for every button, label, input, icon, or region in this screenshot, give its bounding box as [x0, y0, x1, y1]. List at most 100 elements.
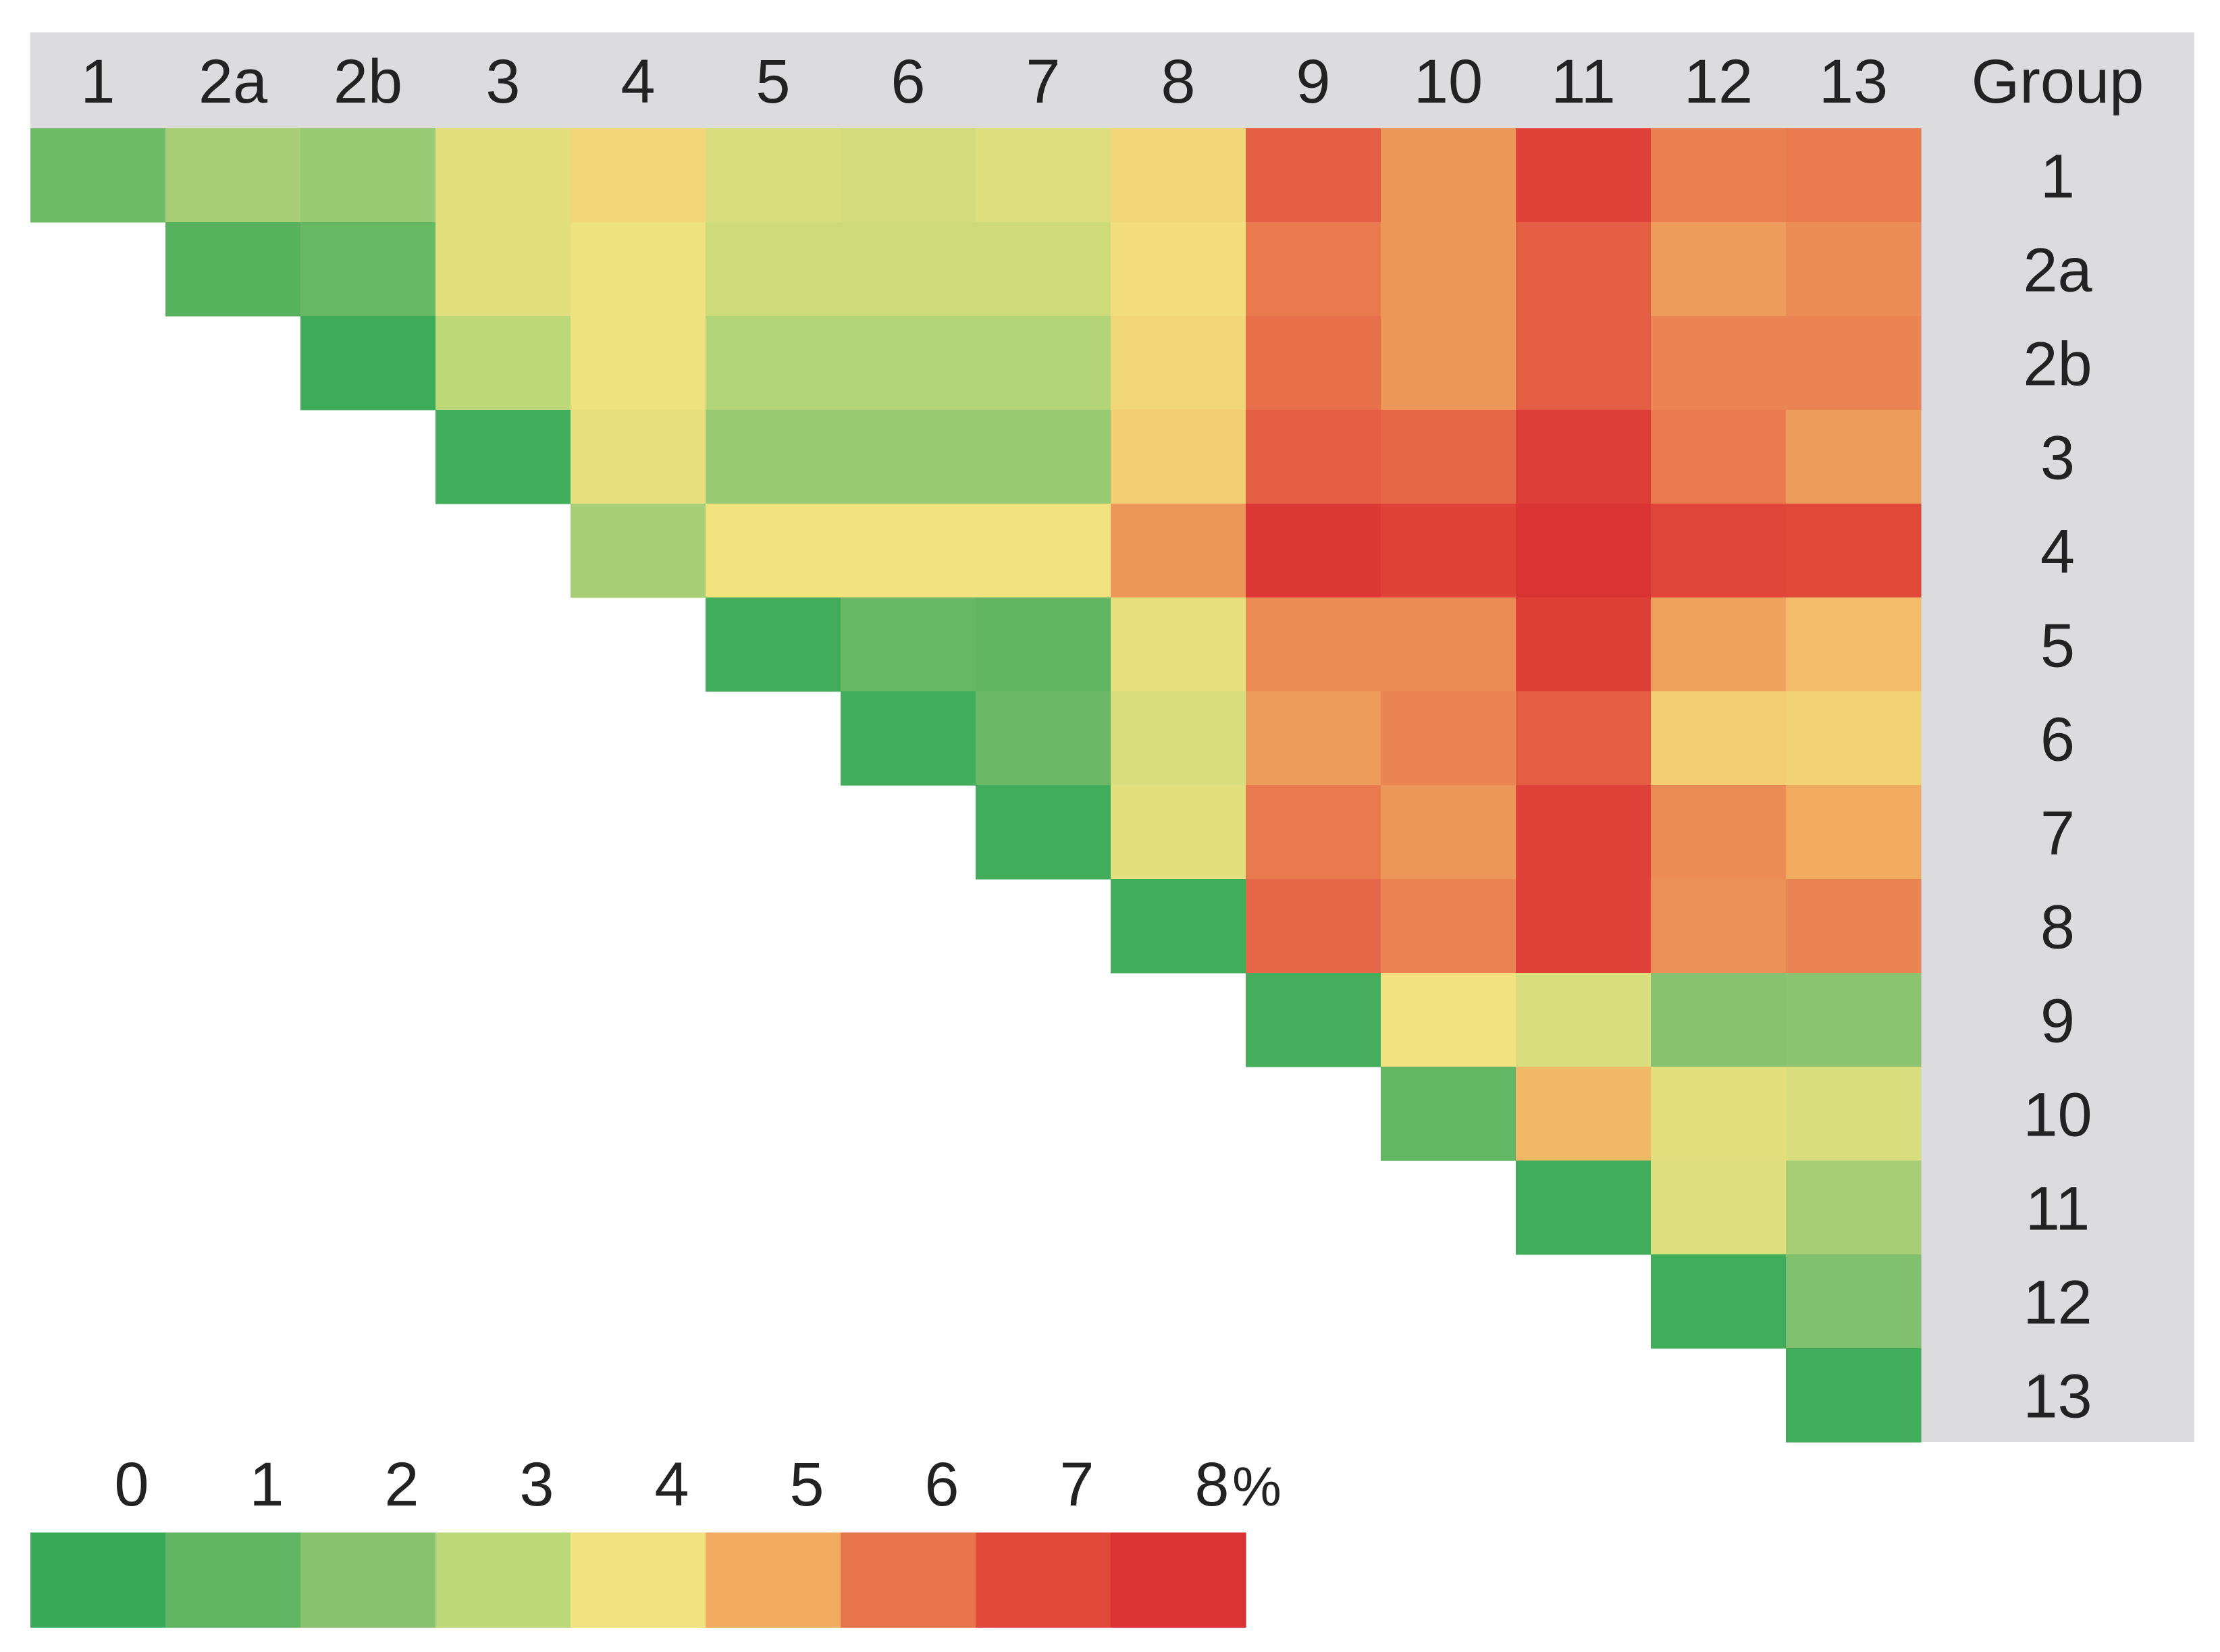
heatmap-cell-2a-4 [571, 222, 706, 317]
heatmap-cell-2b-7 [976, 316, 1111, 410]
heatmap-cell-12-12 [1651, 1254, 1787, 1349]
legend-tick-6: 6 [924, 1450, 959, 1519]
heatmap-cell-3-6 [841, 410, 976, 504]
legend-swatch-1 [165, 1533, 301, 1628]
heatmap-cell-2a-5 [706, 222, 841, 317]
heatmap-cell-5-5 [706, 597, 841, 692]
heatmap-cell-5-10 [1381, 597, 1516, 692]
row-label-5: 5 [2040, 612, 2075, 681]
heatmap-cell-6-10 [1381, 691, 1516, 786]
heatmap-cell-1-12 [1651, 128, 1787, 223]
heatmap-cell-1-1 [30, 128, 166, 223]
heatmap-cell-9-11 [1516, 973, 1651, 1067]
heatmap-cell-4-11 [1516, 504, 1651, 598]
heatmap-cell-1-2a [165, 128, 301, 223]
heatmap-cell-3-12 [1651, 410, 1787, 504]
column-label-10: 10 [1414, 47, 1483, 116]
heatmap-cell-9-13 [1786, 973, 1922, 1067]
heatmap-cell-1-8 [1111, 128, 1246, 223]
heatmap-cell-4-7 [976, 504, 1111, 598]
heatmap-cell-3-7 [976, 410, 1111, 504]
heatmap-cell-2b-11 [1516, 316, 1651, 410]
column-label-9: 9 [1296, 47, 1330, 116]
heatmap-cell-8-9 [1246, 879, 1381, 974]
legend-swatch-3 [435, 1533, 571, 1628]
column-label-2b: 2b [334, 47, 402, 116]
heatmap-cell-8-11 [1516, 879, 1651, 974]
heatmap-cell-11-11 [1516, 1161, 1651, 1255]
row-label-7: 7 [2040, 799, 2075, 868]
heatmap-cell-4-9 [1246, 504, 1381, 598]
column-label-1: 1 [80, 47, 115, 116]
heatmap-cell-2a-8 [1111, 222, 1246, 317]
heatmap-cell-8-8 [1111, 879, 1246, 974]
heatmap-cell-2a-3 [435, 222, 571, 317]
heatmap-cell-2a-7 [976, 222, 1111, 317]
row-label-1: 1 [2040, 142, 2075, 211]
legend-tick-3: 3 [519, 1450, 554, 1519]
heatmap-cell-9-12 [1651, 973, 1787, 1067]
column-label-6: 6 [891, 47, 925, 116]
heatmap-cell-6-13 [1786, 691, 1922, 786]
group-header-label: Group [1972, 47, 2144, 116]
heatmap-cell-3-10 [1381, 410, 1516, 504]
heatmap-cell-1-6 [841, 128, 976, 223]
row-label-12: 12 [2023, 1269, 2092, 1337]
heatmap-cell-1-10 [1381, 128, 1516, 223]
heatmap-cell-1-2b [300, 128, 436, 223]
row-label-9: 9 [2040, 987, 2075, 1056]
column-label-11: 11 [1551, 47, 1616, 116]
row-header-band [1921, 128, 2194, 1442]
heatmap-cell-2a-9 [1246, 222, 1381, 317]
heatmap-cell-4-13 [1786, 504, 1922, 598]
heatmap-cell-4-10 [1381, 504, 1516, 598]
column-label-7: 7 [1026, 47, 1060, 116]
heatmap-cell-7-11 [1516, 785, 1651, 880]
heatmap-cell-3-13 [1786, 410, 1922, 504]
column-label-4: 4 [620, 47, 655, 116]
legend-swatch-8 [1111, 1533, 1246, 1628]
heatmap-cell-1-7 [976, 128, 1111, 223]
heatmap-cell-2a-6 [841, 222, 976, 317]
heatmap-cell-9-10 [1381, 973, 1516, 1067]
heatmap-cell-6-9 [1246, 691, 1381, 786]
row-label-11: 11 [2026, 1175, 2090, 1244]
heatmap-cell-4-4 [571, 504, 706, 598]
legend-swatch-7 [976, 1533, 1111, 1628]
heatmap-cell-2b-4 [571, 316, 706, 410]
row-label-13: 13 [2023, 1362, 2092, 1431]
legend-tick-4: 4 [654, 1450, 689, 1519]
heatmap-cell-2b-13 [1786, 316, 1922, 410]
row-label-3: 3 [2040, 424, 2075, 493]
heatmap-cell-7-12 [1651, 785, 1787, 880]
column-label-5: 5 [756, 47, 790, 116]
row-label-2a: 2a [2023, 236, 2092, 305]
heatmap-cell-10-13 [1786, 1067, 1922, 1161]
heatmap-cell-2a-2a [165, 222, 301, 317]
legend-tick-0: 0 [114, 1450, 149, 1519]
heatmap-cell-5-6 [841, 597, 976, 692]
heatmap-cell-3-4 [571, 410, 706, 504]
row-label-6: 6 [2040, 705, 2075, 774]
row-label-2b: 2b [2023, 330, 2092, 399]
heatmap-cell-4-8 [1111, 504, 1246, 598]
column-label-8: 8 [1161, 47, 1195, 116]
heatmap-cell-5-13 [1786, 597, 1922, 692]
heatmap-cell-3-8 [1111, 410, 1246, 504]
heatmap-cell-2a-10 [1381, 222, 1516, 317]
heatmap-cell-11-12 [1651, 1161, 1787, 1255]
heatmap-cell-3-11 [1516, 410, 1651, 504]
column-label-12: 12 [1684, 47, 1753, 116]
legend-swatch-0 [30, 1533, 166, 1628]
heatmap-cell-11-13 [1786, 1161, 1922, 1255]
legend-swatch-6 [841, 1533, 976, 1628]
heatmap-cell-6-7 [976, 691, 1111, 786]
column-label-13: 13 [1819, 47, 1888, 116]
heatmap-cell-10-12 [1651, 1067, 1787, 1161]
column-header-band [30, 32, 2194, 128]
row-label-8: 8 [2040, 893, 2075, 962]
heatmap-cell-4-6 [841, 504, 976, 598]
heatmap-cell-3-5 [706, 410, 841, 504]
heatmap-cell-1-13 [1786, 128, 1922, 223]
